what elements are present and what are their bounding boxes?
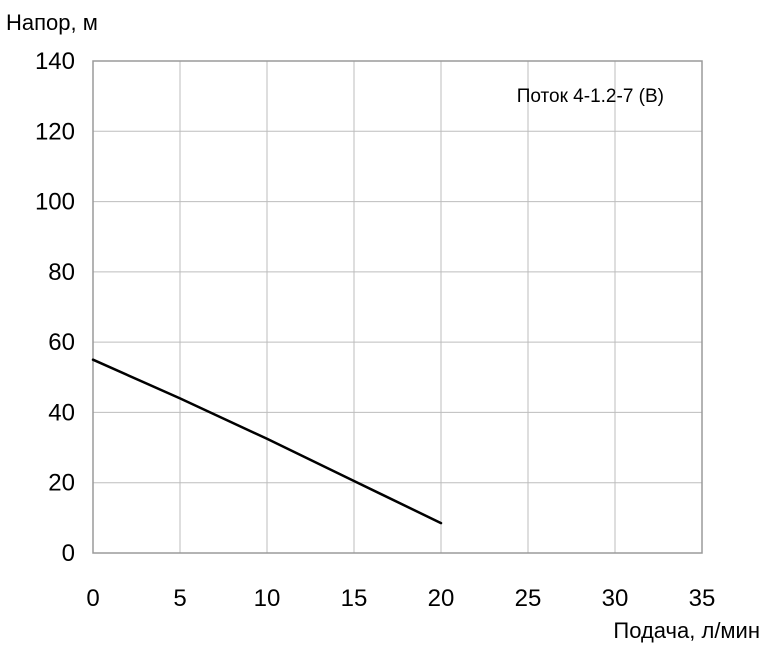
y-tick-label: 60: [48, 329, 75, 356]
series-legend-label: Поток 4-1.2-7 (В): [517, 86, 664, 107]
x-tick-label: 30: [602, 585, 629, 612]
x-tick-label: 5: [173, 585, 186, 612]
x-axis-title: Подача, л/мин: [613, 618, 760, 643]
x-tick-label: 35: [689, 585, 716, 612]
y-tick-label: 0: [62, 540, 75, 567]
x-tick-label: 15: [341, 585, 368, 612]
series-line-head-curve: [91, 358, 443, 525]
y-tick-label: 40: [48, 399, 75, 426]
series-layer: [91, 358, 443, 525]
x-tick-label: 20: [428, 585, 455, 612]
plot-area-frame: [92, 60, 703, 554]
y-axis-title: Напор, м: [6, 10, 98, 35]
y-tick-label: 80: [48, 259, 75, 286]
grid-lines: [92, 60, 703, 554]
x-tick-label: 25: [515, 585, 542, 612]
y-tick-label: 140: [35, 48, 75, 75]
y-axis-tick-labels: 0 20 40 60 80 100 120 140: [35, 48, 75, 567]
x-axis-tick-labels: 0 5 10 15 20 25 30 35: [86, 585, 715, 612]
y-tick-label: 100: [35, 189, 75, 216]
y-tick-label: 120: [35, 118, 75, 145]
x-tick-label: 0: [86, 585, 99, 612]
x-tick-label: 10: [254, 585, 281, 612]
y-tick-label: 20: [48, 470, 75, 497]
